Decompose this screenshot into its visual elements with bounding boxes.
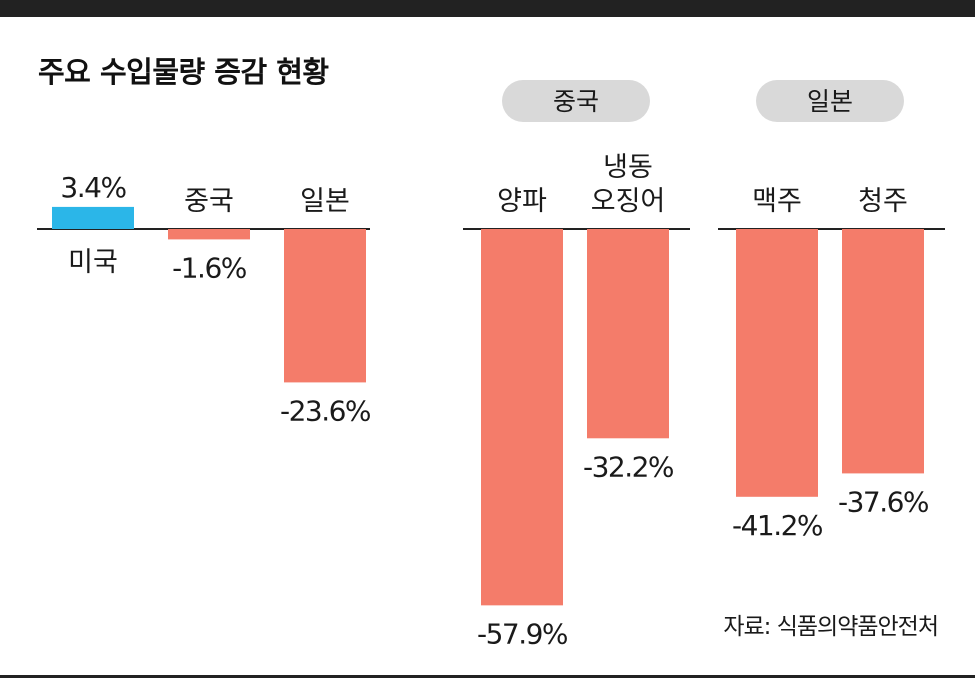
bar [842,229,924,474]
group-label: 중국 [553,87,599,116]
chart-panel-1: 3.4% 미국 -1.6% 중국 -23.6% 일본 [37,171,372,427]
category-label: 청주 [858,186,908,217]
bar [481,229,563,606]
group-label: 일본 [807,87,853,116]
chart-panel-3: 일본 -41.2% 맥주 -37.6% 청주 [718,80,945,542]
group-pill [502,80,650,122]
category-label: 맥주 [752,186,802,217]
category-label: 냉동 [603,152,653,183]
value-label: -41.2% [732,509,823,542]
bar [284,229,366,383]
group-pill [756,80,904,122]
chart-title: 주요 수입물량 증감 현황 [38,55,329,89]
category-label: 오징어 [591,186,666,217]
value-label: 3.4% [60,171,126,204]
value-label: -57.9% [477,617,568,650]
bar [587,229,669,439]
top-bar [0,0,975,17]
category-label: 일본 [300,186,350,217]
bar [52,206,134,229]
category-label: 양파 [497,186,547,217]
category-label: 중국 [184,186,234,217]
category-label: 미국 [68,247,118,278]
value-label: -37.6% [838,485,929,518]
value-label: -23.6% [280,394,371,427]
bottom-rule [0,675,975,678]
bar [736,229,818,497]
chart-panels: 3.4%미국 -1.6%중국-23.6%일본중국-57.9%양파-32.2%냉동오… [37,80,945,650]
value-label: -1.6% [172,251,247,284]
bar [168,229,250,240]
value-label: -32.2% [583,450,674,483]
source-note: 자료: 식품의약품안전처 [723,614,938,640]
